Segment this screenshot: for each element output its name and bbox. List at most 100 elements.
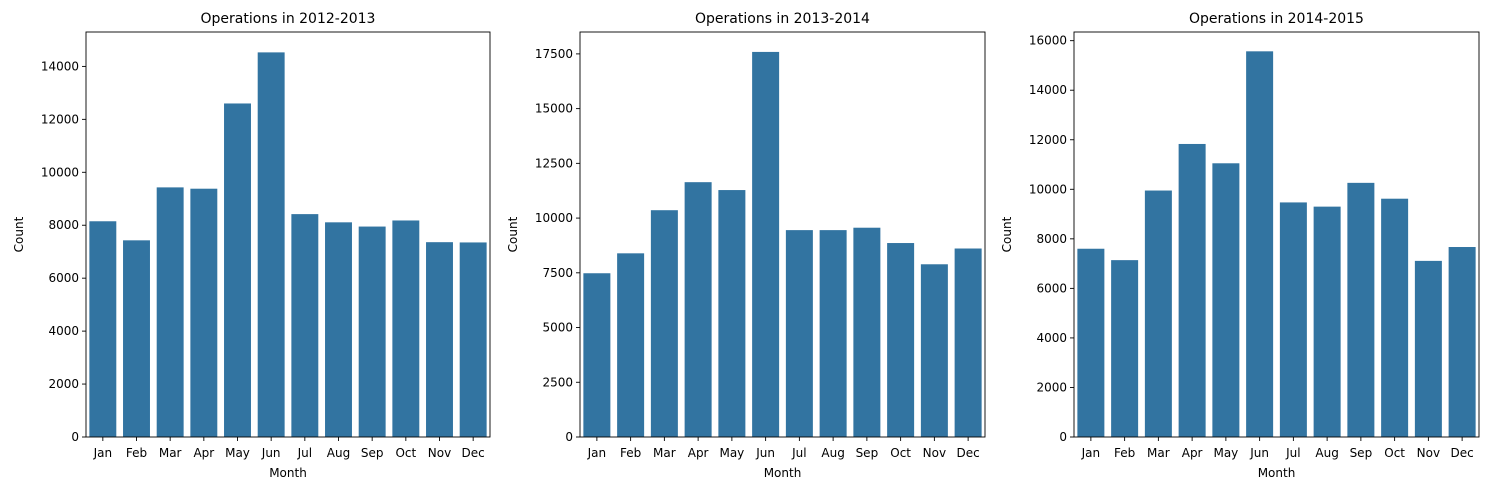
- bar-sep: [853, 227, 881, 437]
- x-tick-label: Aug: [327, 446, 350, 460]
- y-tick-label: 2000: [48, 377, 79, 391]
- x-tick-label: Apr: [688, 446, 709, 460]
- x-tick-label: Jun: [1249, 446, 1269, 460]
- y-tick-label: 14000: [1029, 83, 1067, 97]
- y-tick-label: 10000: [1029, 182, 1067, 196]
- bar-mar: [650, 210, 678, 437]
- bar-dec: [1448, 247, 1476, 437]
- x-tick-label: Mar: [1147, 446, 1170, 460]
- bar-aug: [1313, 206, 1341, 437]
- x-tick-label: Jul: [791, 446, 806, 460]
- x-tick-label: Nov: [428, 446, 451, 460]
- x-tick-label: Dec: [957, 446, 980, 460]
- x-tick-label: Nov: [923, 446, 946, 460]
- y-tick-label: 5000: [542, 321, 573, 335]
- x-tick-label: Jan: [93, 446, 113, 460]
- chart-title: Operations in 2014-2015: [1189, 11, 1364, 27]
- chart-panel-3: Jan Feb Mar Apr May Jun Jul Aug Sep Oct Nov Dec 0 200…: [1000, 11, 1480, 480]
- y-tick-label: 4000: [1036, 331, 1067, 345]
- bar-oct: [1381, 198, 1409, 437]
- y-tick-label: 7500: [542, 266, 573, 280]
- bar-dec: [954, 248, 982, 437]
- y-tick-label: 12000: [41, 112, 79, 126]
- bar-feb: [617, 253, 645, 437]
- y-tick-label: 0: [565, 430, 573, 444]
- y-tick-label: 14000: [41, 59, 79, 73]
- y-tick-label: 0: [71, 430, 79, 444]
- x-tick-label: Oct: [890, 446, 911, 460]
- bar-feb: [123, 240, 150, 437]
- y-tick-label: 17500: [535, 47, 573, 61]
- x-axis-label: Month: [269, 466, 307, 480]
- plot-frame: [85, 31, 491, 438]
- bar-mar: [1144, 190, 1172, 437]
- x-axis-label: Month: [1258, 466, 1296, 480]
- x-tick-label: Sep: [856, 446, 879, 460]
- y-tick-label: 6000: [48, 271, 79, 285]
- x-tick-label: Feb: [1114, 446, 1135, 460]
- y-tick-label: 12000: [1029, 133, 1067, 147]
- x-tick-label: May: [719, 446, 744, 460]
- x-tick-label: Aug: [821, 446, 844, 460]
- plot-frame: [1073, 31, 1480, 438]
- bar-jun: [257, 52, 285, 437]
- y-tick-label: 16000: [1029, 34, 1067, 48]
- y-tick-label: 15000: [535, 102, 573, 116]
- bar-jul: [1279, 202, 1307, 437]
- chart-title: Operations in 2013-2014: [695, 11, 870, 27]
- bar-jan: [89, 221, 117, 437]
- x-tick-label: Oct: [395, 446, 416, 460]
- x-tick-label: Jun: [755, 446, 775, 460]
- y-tick-label: 0: [1059, 430, 1067, 444]
- x-tick-label: Aug: [1315, 446, 1338, 460]
- bar-apr: [684, 182, 712, 437]
- x-tick-label: Oct: [1384, 446, 1405, 460]
- x-tick-label: May: [225, 446, 250, 460]
- chart-title: Operations in 2012-2013: [201, 11, 376, 27]
- x-tick-label: Dec: [1451, 446, 1474, 460]
- bar-jun: [1246, 51, 1274, 437]
- x-tick-label: Jun: [261, 446, 281, 460]
- bar-jul: [785, 230, 813, 437]
- x-tick-label: Apr: [193, 446, 214, 460]
- y-tick-label: 2000: [1036, 380, 1067, 394]
- plot-frame: [579, 31, 986, 438]
- y-axis-label: Count: [12, 216, 26, 252]
- bar-apr: [190, 188, 218, 437]
- bar-aug: [325, 222, 352, 437]
- y-tick-label: 8000: [1036, 232, 1067, 246]
- bar-jun: [752, 51, 780, 437]
- y-axis-label: Count: [506, 216, 520, 252]
- bar-nov: [1414, 260, 1442, 437]
- bar-oct: [887, 243, 915, 437]
- chart-panel-2: Jan Feb Mar Apr May Jun Jul Aug Sep Oct Nov Dec 0 250…: [506, 11, 986, 480]
- y-tick-label: 8000: [48, 218, 79, 232]
- x-tick-label: Mar: [653, 446, 676, 460]
- bar-may: [224, 103, 251, 438]
- y-tick-label: 10000: [535, 211, 573, 225]
- x-tick-label: Feb: [126, 446, 147, 460]
- y-tick-label: 10000: [41, 165, 79, 179]
- chart-panel-1: Jan Feb Mar Apr May Jun Jul Aug Sep Oct Nov Dec 0 200…: [12, 11, 491, 480]
- x-tick-label: Dec: [462, 446, 485, 460]
- bar-sep: [1347, 182, 1375, 437]
- y-tick-label: 12500: [535, 156, 573, 170]
- x-tick-label: Feb: [620, 446, 641, 460]
- bar-aug: [819, 230, 847, 437]
- bar-jan: [583, 273, 611, 437]
- bar-mar: [156, 187, 184, 437]
- x-tick-label: May: [1213, 446, 1238, 460]
- bar-jan: [1077, 248, 1105, 437]
- x-tick-label: Sep: [1350, 446, 1373, 460]
- y-tick-label: 4000: [48, 324, 79, 338]
- bar-nov: [920, 264, 948, 437]
- y-axis-label: Count: [1000, 216, 1014, 252]
- bar-jul: [291, 214, 319, 437]
- x-tick-label: Jul: [297, 446, 312, 460]
- x-axis-label: Month: [764, 466, 802, 480]
- bar-nov: [426, 242, 453, 437]
- x-tick-label: Mar: [159, 446, 182, 460]
- bar-feb: [1111, 260, 1139, 437]
- x-tick-label: Jul: [1285, 446, 1300, 460]
